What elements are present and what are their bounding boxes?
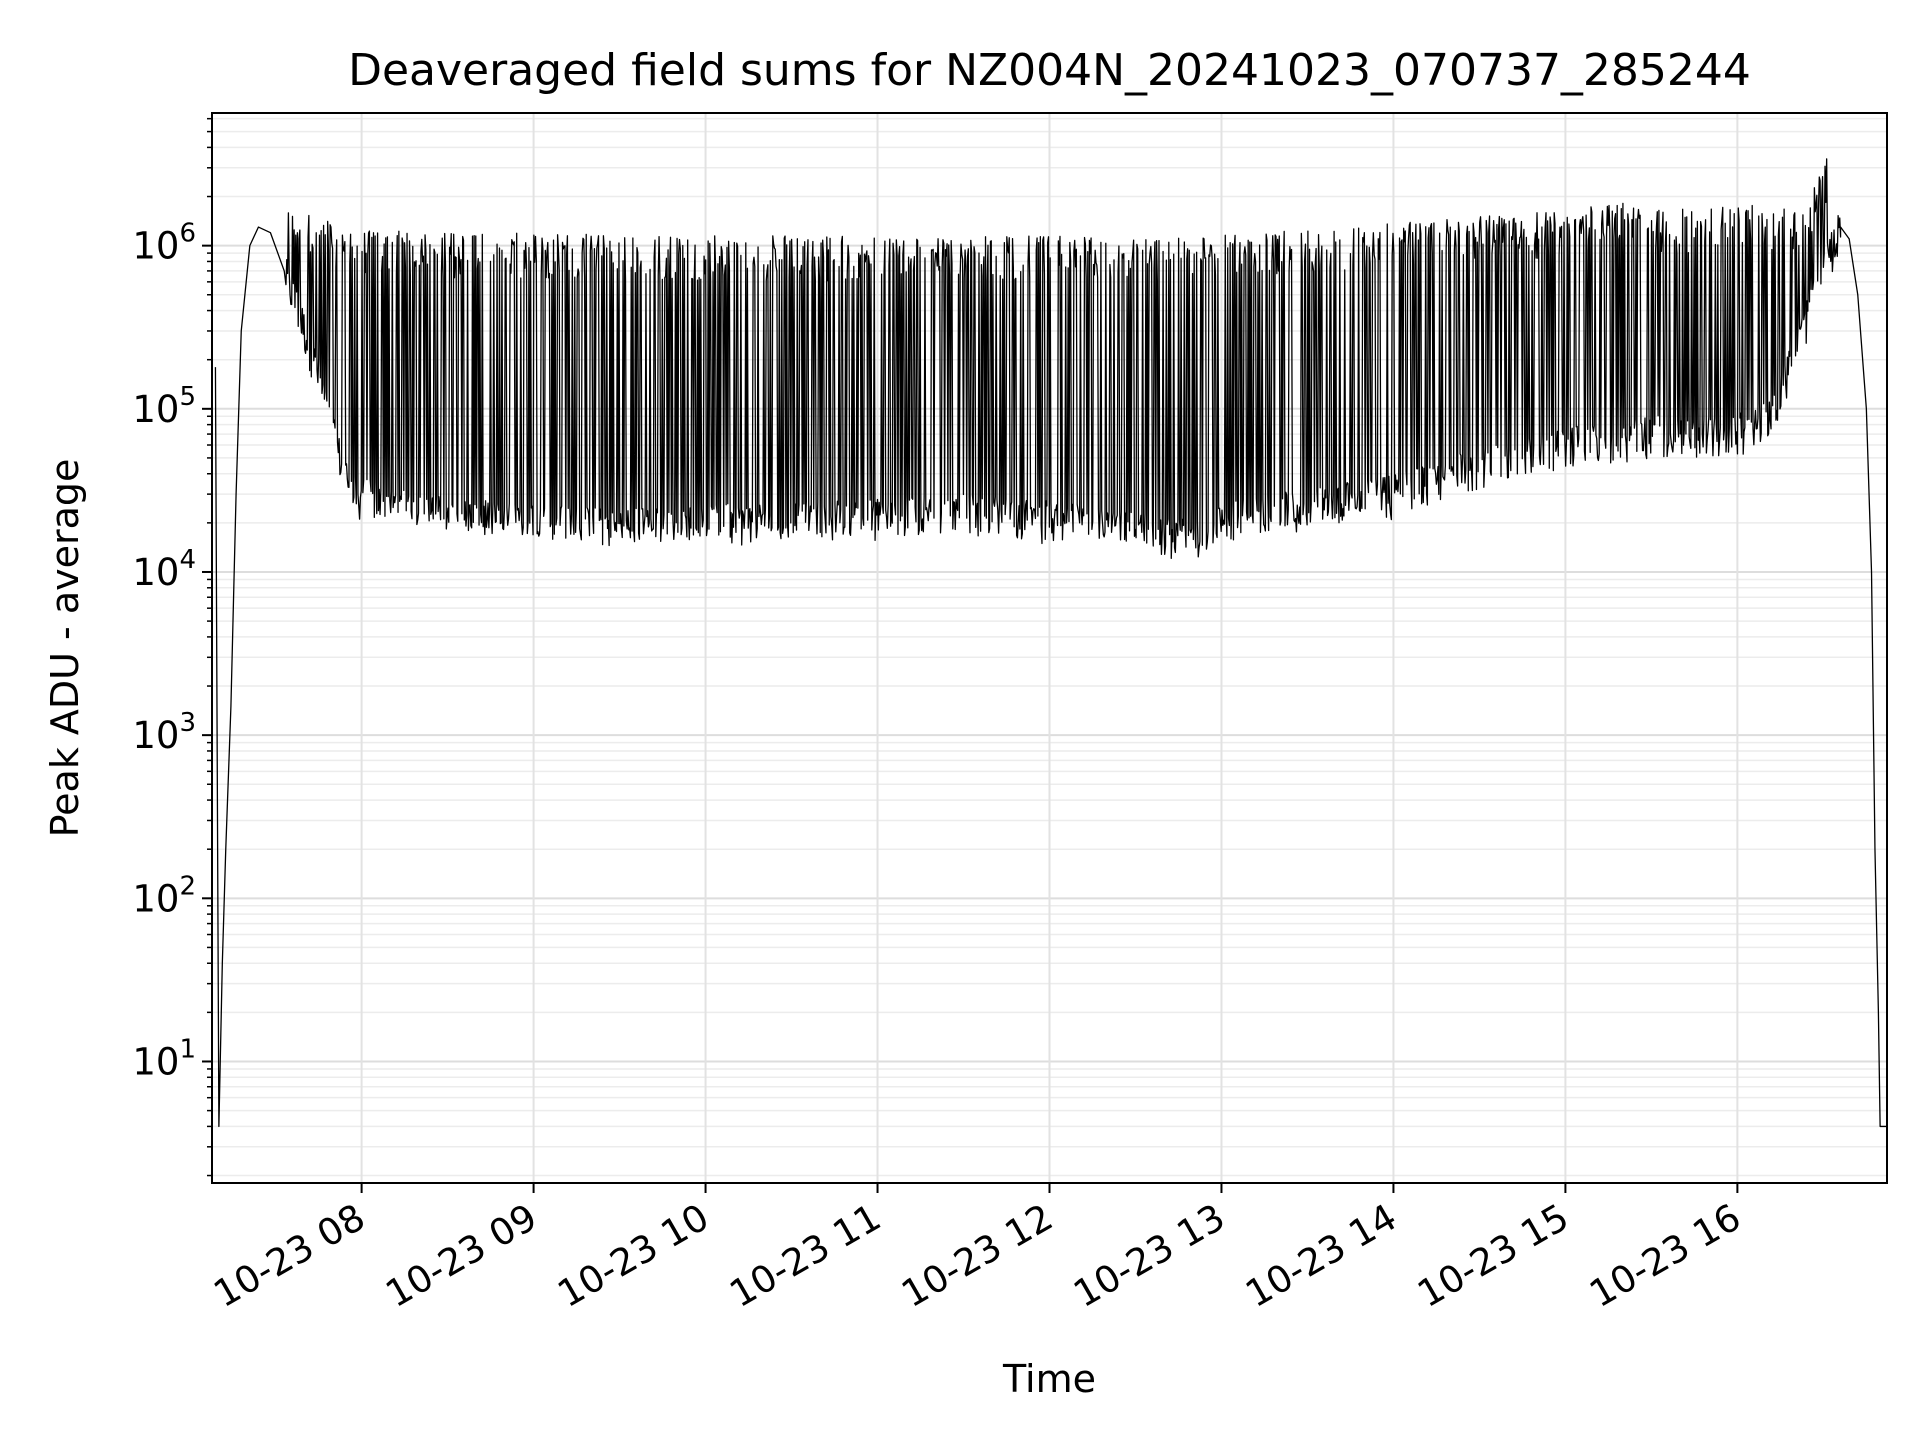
y-axis-label: Peak ADU - average bbox=[43, 459, 87, 838]
y-tick-label: 102 bbox=[132, 871, 196, 920]
y-tick-label: 106 bbox=[132, 219, 196, 268]
chart-title: Deaveraged field sums for NZ004N_2024102… bbox=[348, 45, 1751, 96]
y-tick-label: 103 bbox=[132, 708, 196, 757]
x-axis-label: Time bbox=[1002, 1357, 1096, 1401]
y-tick-label: 101 bbox=[132, 1034, 196, 1083]
y-tick-label: 105 bbox=[132, 382, 196, 431]
y-tick-label: 104 bbox=[132, 545, 196, 594]
data-line bbox=[214, 158, 1887, 1128]
series-line bbox=[214, 158, 1887, 1128]
tick-marks bbox=[202, 117, 1739, 1193]
y-tick-labels: 101 102 103 104 105 106 bbox=[132, 219, 196, 1084]
